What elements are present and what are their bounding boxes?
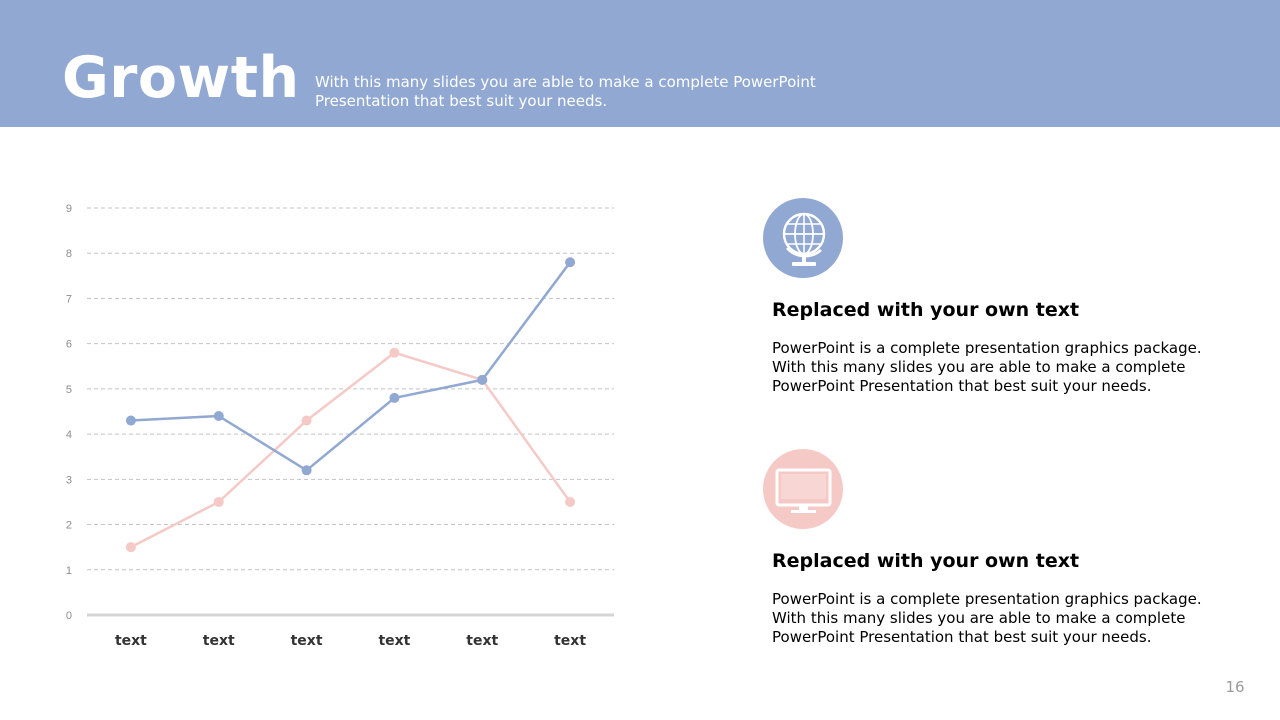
data-point [125,415,136,426]
y-tick-label: 6 [66,339,72,351]
data-point [389,347,400,358]
feature-title: Replaced with your own text [772,299,1080,321]
y-tick-label: 7 [66,293,72,305]
y-tick-label: 2 [66,520,72,532]
page-title: Growth [62,45,300,111]
line-chart: 0 1 2 3 4 5 6 7 8 9 text text text text text text [40,190,640,660]
page-number: 16 [1225,678,1245,696]
data-point [565,496,576,507]
data-point [477,374,488,385]
series-line-2 [130,351,572,549]
data-point [301,465,312,476]
feature-block-2: Replaced with your own text PowerPoint i… [763,449,1233,646]
monitor-icon [763,449,843,529]
y-tick-label: 5 [66,384,72,396]
x-tick-label: text [291,633,323,649]
x-tick-label: text [203,633,235,649]
data-point [565,257,576,268]
x-tick-label: text [115,633,147,649]
globe-icon [763,198,843,278]
x-tick-label: text [378,633,410,649]
x-tick-label: text [466,633,498,649]
data-point [213,411,224,422]
feature-block-1: Replaced with your own text PowerPoint i… [763,198,1233,395]
y-tick-label: 4 [66,429,72,441]
y-tick-label: 3 [66,474,72,486]
y-tick-label: 9 [66,203,72,215]
x-tick-label: text [554,633,586,649]
data-point [213,496,224,507]
feature-title: Replaced with your own text [772,550,1080,572]
data-point [301,415,312,426]
data-point [125,542,136,553]
y-tick-label: 8 [66,248,72,260]
chart-svg: 0 1 2 3 4 5 6 7 8 9 text text text text text text [66,203,614,649]
feature-description: PowerPoint is a complete presentation gr… [772,590,1202,646]
y-tick-label: 0 [66,610,72,622]
data-point [389,392,400,403]
feature-description: PowerPoint is a complete presentation gr… [772,339,1202,395]
y-tick-label: 1 [66,565,72,577]
header-banner: Growth With this many slides you are abl… [0,0,1280,127]
series-line-1 [130,261,572,472]
page-subtitle: With this many slides you are able to ma… [315,73,816,110]
